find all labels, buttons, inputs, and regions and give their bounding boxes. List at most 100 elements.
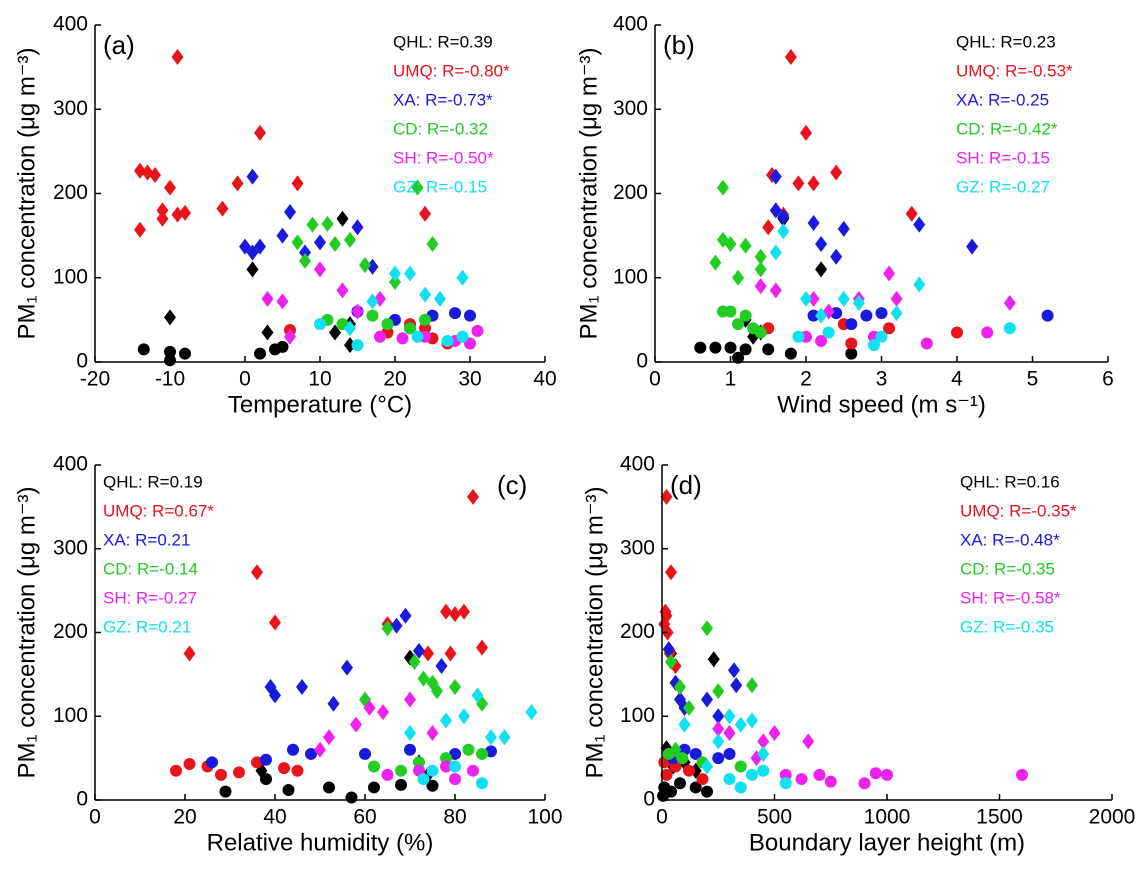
x-tick-label: 0 [649, 368, 661, 391]
point [381, 768, 394, 781]
point [171, 206, 184, 223]
legend-entry: XA: R=0.21 [103, 530, 190, 549]
point [456, 330, 469, 343]
point [830, 248, 843, 265]
point [769, 282, 782, 299]
y-axis-label: PM₁ concentration (μg m⁻³) [13, 486, 40, 778]
point [261, 324, 274, 341]
point [206, 756, 218, 769]
point [769, 168, 782, 185]
point [377, 704, 389, 721]
point [137, 343, 150, 356]
point [344, 320, 356, 337]
point [830, 164, 843, 181]
point [399, 607, 412, 624]
point [156, 210, 169, 227]
legend-entry: UMQ: R=0.67* [103, 501, 214, 520]
point [883, 322, 896, 335]
point [822, 326, 835, 339]
point [1041, 309, 1054, 322]
point [779, 777, 792, 790]
x-tick-label: 2 [800, 368, 812, 391]
point [246, 168, 259, 185]
point [276, 227, 289, 244]
legend-entry: UMQ: R=-0.35* [960, 501, 1077, 520]
point [183, 645, 196, 662]
point [215, 768, 227, 781]
y-tick-label: 0 [76, 788, 88, 811]
point [709, 254, 722, 271]
y-axis-label: PM₁ concentration (μg m⁻³) [581, 486, 608, 778]
y-tick-label: 400 [613, 13, 648, 36]
point [419, 313, 431, 326]
point [411, 330, 424, 343]
legend-entry: UMQ: R=-0.80* [393, 61, 510, 80]
point [426, 236, 439, 253]
point [746, 677, 758, 694]
point [712, 752, 725, 765]
point [754, 248, 767, 265]
point [1003, 322, 1016, 335]
point [408, 653, 421, 670]
y-tick-label: 100 [620, 704, 655, 727]
point [875, 307, 888, 320]
point [422, 645, 434, 662]
point [156, 202, 169, 219]
point [419, 322, 431, 335]
point [231, 175, 244, 192]
x-tick-label: 0 [239, 368, 251, 391]
point [683, 764, 695, 777]
point [845, 337, 858, 350]
x-axis-label: Boundary layer height (m) [749, 829, 1025, 856]
point [323, 729, 335, 746]
point [913, 276, 926, 293]
point [291, 764, 304, 777]
point [278, 762, 290, 775]
point [757, 745, 770, 762]
point [419, 286, 431, 303]
point [291, 175, 304, 192]
point [417, 670, 430, 687]
point [769, 202, 782, 219]
legend-entry: QHL: R=0.39 [393, 32, 493, 51]
legend-entry: QHL: R=0.16 [960, 472, 1060, 491]
point [251, 756, 263, 769]
point [233, 766, 245, 779]
point [336, 210, 349, 227]
point [665, 653, 677, 670]
point [694, 341, 707, 354]
point [350, 716, 362, 733]
point [724, 236, 737, 253]
point [413, 756, 425, 769]
point [485, 729, 497, 746]
point [800, 290, 812, 307]
y-tick-label: 300 [620, 536, 655, 559]
point [754, 278, 767, 295]
point [665, 564, 677, 581]
panel-label: (c) [497, 470, 527, 500]
point [179, 204, 191, 221]
point [164, 309, 176, 326]
point [366, 258, 379, 275]
point [183, 757, 196, 770]
point [762, 219, 775, 236]
point [732, 351, 745, 364]
point [734, 716, 747, 733]
point [323, 781, 335, 794]
x-tick-label: 1000 [864, 806, 911, 829]
point [449, 747, 461, 760]
legend-entry: CD: R=-0.42* [956, 119, 1058, 138]
point [254, 238, 266, 255]
point [164, 345, 176, 358]
point [890, 290, 903, 307]
point [179, 347, 191, 360]
x-tick-label: 2000 [1089, 806, 1136, 829]
point [329, 324, 341, 341]
point [476, 777, 488, 790]
point [351, 339, 364, 352]
point [762, 343, 775, 356]
y-axis-label: PM₁ concentration (μg m⁻³) [13, 47, 40, 339]
y-tick-label: 300 [613, 97, 648, 120]
point [449, 307, 461, 320]
point [417, 773, 430, 786]
